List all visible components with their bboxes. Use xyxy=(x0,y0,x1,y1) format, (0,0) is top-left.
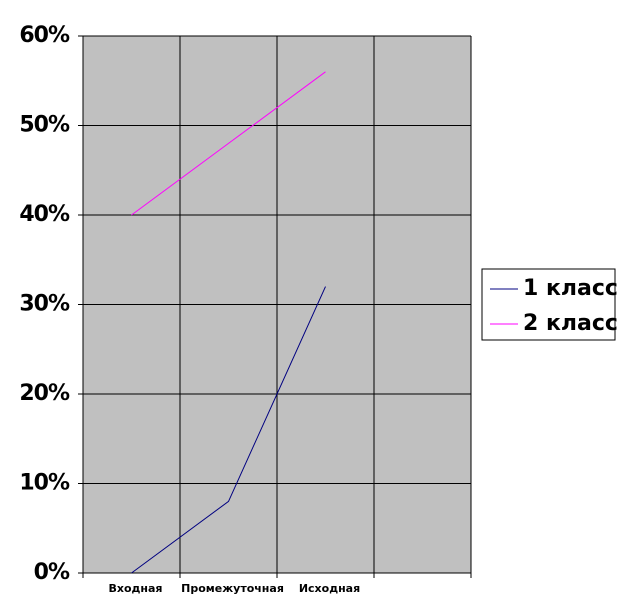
y-tick-label: 60% xyxy=(19,23,70,48)
y-tick-label: 20% xyxy=(19,381,70,406)
legend-label: 1 класс xyxy=(523,276,618,301)
x-tick-label: Промежуточная xyxy=(181,582,284,595)
x-tick-label: Исходная xyxy=(299,582,360,595)
y-tick-label: 10% xyxy=(19,471,70,496)
y-tick-label: 30% xyxy=(19,292,70,317)
legend-box xyxy=(481,268,616,341)
y-tick-label: 50% xyxy=(19,113,70,138)
series-line xyxy=(131,71,326,216)
series-line xyxy=(131,286,326,574)
legend-label: 2 класс xyxy=(523,311,618,336)
y-tick-label: 40% xyxy=(19,202,70,227)
y-tick-label: 0% xyxy=(34,560,70,585)
x-tick-label: Входная xyxy=(108,582,162,595)
